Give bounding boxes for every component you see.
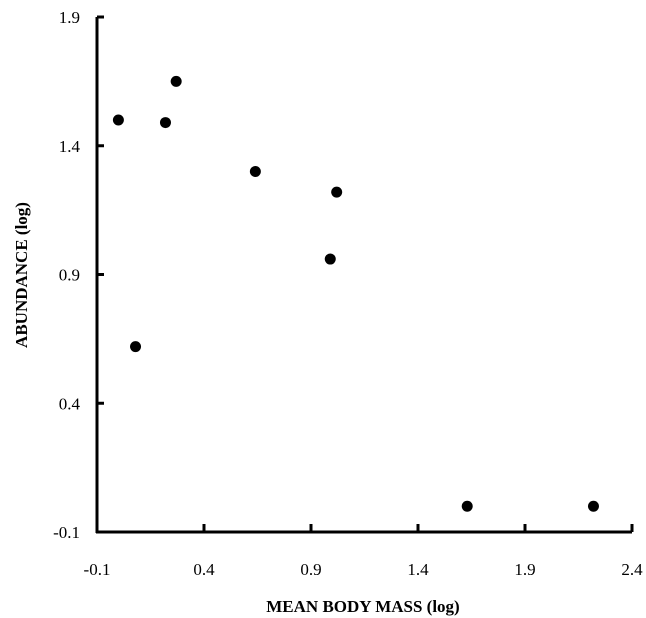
x-tick-label: -0.1 [84, 560, 111, 579]
x-axis: -0.1 0.4 0.9 1.4 1.9 2.4 [84, 524, 643, 579]
data-point [461, 500, 473, 512]
y-tick-label: 0.9 [59, 266, 80, 285]
data-point [324, 253, 336, 265]
y-axis-title: ABUNDANCE (log) [12, 202, 31, 348]
y-tick-label: 1.9 [59, 8, 80, 27]
data-point [159, 117, 171, 129]
y-ticks: -0.1 0.4 0.9 1.4 1.9 [53, 8, 104, 542]
x-tick-label: 0.9 [300, 560, 321, 579]
data-point [112, 114, 124, 126]
y-tick-label: -0.1 [53, 523, 80, 542]
x-tick-label: 2.4 [621, 560, 643, 579]
data-point [587, 500, 599, 512]
y-tick-label: 0.4 [59, 394, 81, 413]
x-tick-label: 1.4 [407, 560, 429, 579]
x-ticks: -0.1 0.4 0.9 1.4 1.9 2.4 [84, 524, 643, 579]
data-point [331, 186, 343, 198]
data-point [170, 75, 182, 87]
data-point [130, 341, 142, 353]
x-axis-title: MEAN BODY MASS (log) [266, 597, 459, 616]
data-points [112, 75, 599, 512]
y-tick-label: 1.4 [59, 137, 81, 156]
x-tick-label: 1.9 [514, 560, 535, 579]
y-axis: -0.1 0.4 0.9 1.4 1.9 [53, 8, 104, 542]
data-point [249, 166, 261, 177]
x-tick-label: 0.4 [193, 560, 215, 579]
